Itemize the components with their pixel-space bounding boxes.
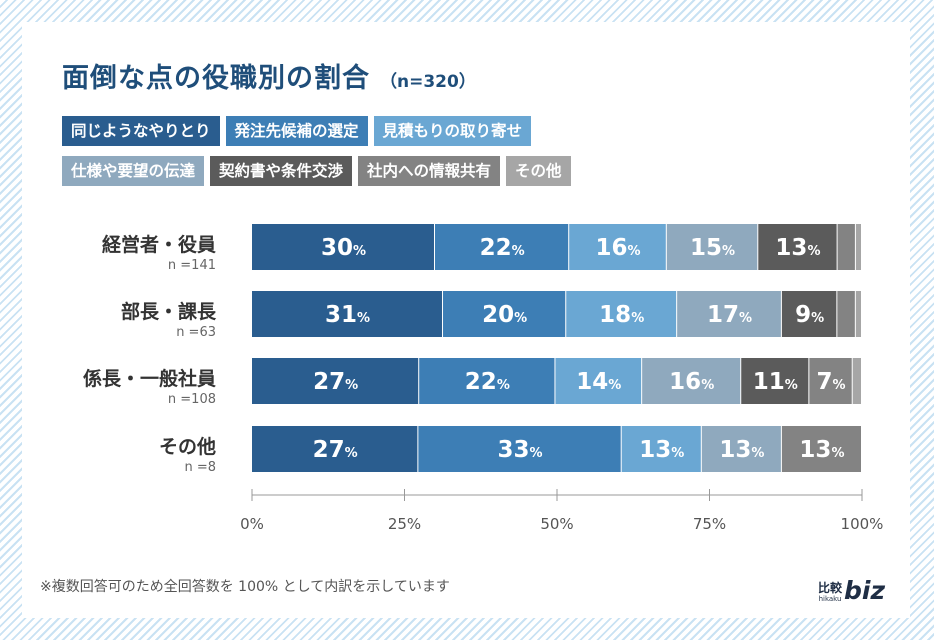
bar-segment bbox=[855, 291, 861, 337]
data-label: 33% bbox=[498, 437, 543, 463]
data-label: 27% bbox=[313, 437, 358, 463]
bar-segment bbox=[642, 358, 741, 404]
data-label: 14% bbox=[576, 369, 621, 395]
category-label: 経営者・役員 bbox=[102, 233, 216, 256]
data-label: 13% bbox=[799, 437, 844, 463]
bar-segment bbox=[566, 291, 677, 337]
category-n-label: n =8 bbox=[184, 460, 216, 475]
logo-kana: hikaku bbox=[818, 595, 842, 603]
data-label: 22% bbox=[480, 235, 525, 261]
legend-item: 見積もりの取り寄せ bbox=[373, 116, 532, 146]
data-label: 16% bbox=[669, 369, 714, 395]
bar-segment bbox=[666, 224, 758, 270]
data-label: 13% bbox=[775, 235, 820, 261]
data-label: 30% bbox=[321, 235, 366, 261]
x-tick-label: 75% bbox=[693, 515, 726, 533]
bar-segment bbox=[781, 426, 861, 472]
bar-segment bbox=[418, 426, 621, 472]
legend-item: 社内への情報共有 bbox=[358, 156, 501, 186]
logo-kanji: 比較 bbox=[818, 581, 843, 595]
bar-segment bbox=[852, 358, 861, 404]
category-n-label: n =63 bbox=[176, 325, 216, 340]
bar-segment bbox=[677, 291, 781, 337]
bar-segment bbox=[252, 291, 443, 337]
x-tick-label: 0% bbox=[240, 515, 264, 533]
data-label: 17% bbox=[707, 302, 752, 328]
data-label: 22% bbox=[465, 369, 510, 395]
bar-segment bbox=[252, 224, 434, 270]
data-label: 15% bbox=[690, 235, 735, 261]
footnote: ※複数回答可のため全回答数を 100% として内訳を示しています bbox=[40, 579, 450, 595]
bar-segment bbox=[855, 224, 861, 270]
category-label: 部長・課長 bbox=[121, 300, 217, 323]
bar-segment bbox=[758, 224, 837, 270]
legend-item: 仕様や要望の伝達 bbox=[62, 156, 205, 186]
chart-title: 面倒な点の役職別の割合 bbox=[62, 63, 370, 94]
legend-row-2: 仕様や要望の伝達 契約書や条件交渉 社内への情報共有 その他 bbox=[62, 156, 702, 186]
bar-segment bbox=[252, 358, 419, 404]
data-label: 18% bbox=[599, 302, 644, 328]
logo-left: 比較 hikaku bbox=[818, 581, 843, 604]
title-block: 面倒な点の役職別の割合 （n=320） bbox=[62, 56, 476, 95]
x-tick-label: 25% bbox=[388, 515, 421, 533]
bar-segment bbox=[781, 291, 837, 337]
bar-segment bbox=[569, 224, 666, 270]
legend: 同じようなやりとり 発注先候補の選定 見積もりの取り寄せ 仕様や要望の伝達 契約… bbox=[62, 116, 702, 196]
category-n-label: n =141 bbox=[168, 258, 216, 273]
data-label: 13% bbox=[719, 437, 764, 463]
data-label: 16% bbox=[595, 235, 640, 261]
bar-segment bbox=[435, 224, 569, 270]
legend-item: 発注先候補の選定 bbox=[225, 116, 368, 146]
bar-segment bbox=[621, 426, 701, 472]
chart-subtitle: （n=320） bbox=[380, 72, 476, 92]
data-label: 20% bbox=[482, 302, 527, 328]
data-label: 9% bbox=[795, 302, 824, 328]
bar-segment bbox=[443, 291, 566, 337]
data-label: 7% bbox=[817, 369, 846, 395]
legend-item: 同じようなやりとり bbox=[62, 116, 220, 146]
category-label: 係長・一般社員 bbox=[83, 367, 216, 390]
bar-segment bbox=[252, 426, 418, 472]
bar-segment bbox=[837, 224, 855, 270]
legend-item: 契約書や条件交渉 bbox=[210, 156, 353, 186]
legend-item: その他 bbox=[506, 156, 571, 186]
logo-biz: biz bbox=[844, 576, 886, 605]
bar-segment bbox=[555, 358, 642, 404]
data-label: 13% bbox=[639, 437, 684, 463]
data-label: 31% bbox=[325, 302, 370, 328]
x-tick-label: 100% bbox=[841, 515, 884, 533]
legend-row-1: 同じようなやりとり 発注先候補の選定 見積もりの取り寄せ bbox=[62, 116, 702, 146]
bar-segment bbox=[809, 358, 852, 404]
bar-segment bbox=[701, 426, 781, 472]
bar-segment bbox=[741, 358, 809, 404]
category-n-label: n =108 bbox=[168, 392, 216, 407]
data-label: 27% bbox=[313, 369, 358, 395]
x-tick-label: 50% bbox=[540, 515, 573, 533]
bar-segment bbox=[837, 291, 855, 337]
brand-logo: 比較 hikaku biz bbox=[818, 578, 885, 603]
category-label: その他 bbox=[159, 435, 216, 458]
data-label: 11% bbox=[753, 369, 798, 395]
bar-segment bbox=[419, 358, 555, 404]
